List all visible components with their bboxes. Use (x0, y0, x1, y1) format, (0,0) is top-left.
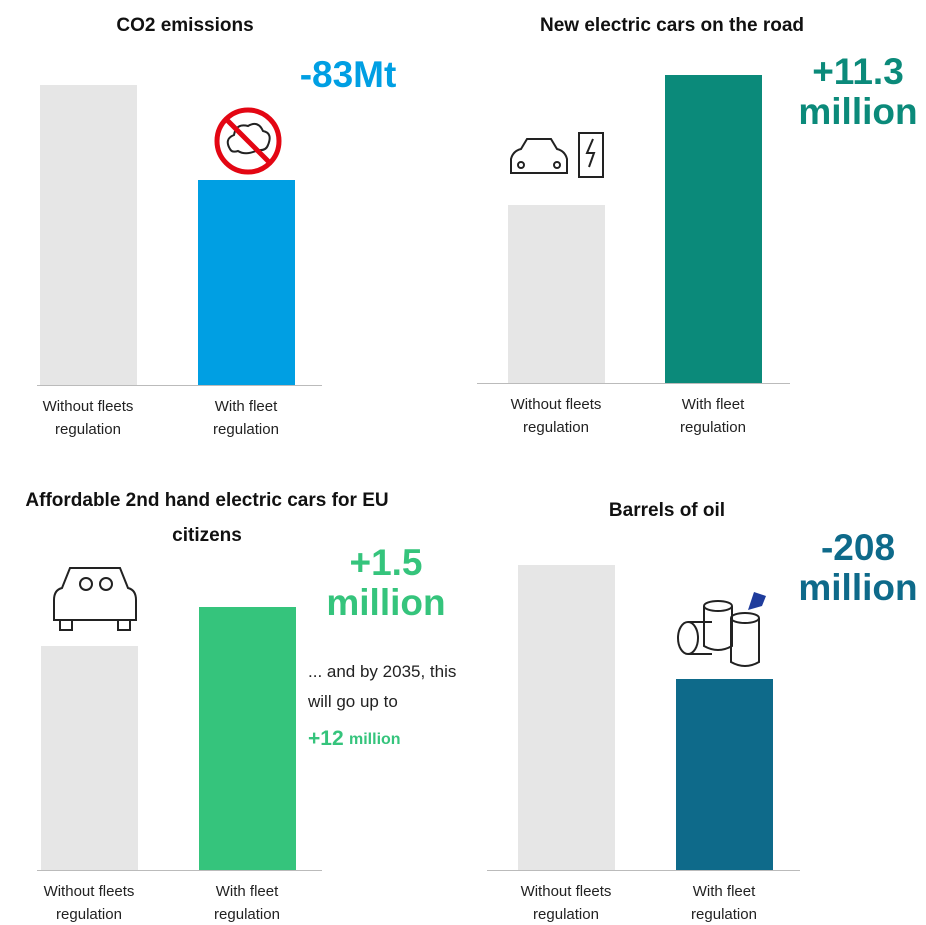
bar (665, 74, 762, 383)
bar (676, 678, 773, 870)
x-tick-label: Without fleets regulation (42, 398, 134, 438)
car-people-icon (53, 567, 137, 631)
annotation: -208 million (798, 527, 918, 608)
x-tick-label: Without fleets regulation (510, 396, 602, 436)
bar (198, 179, 295, 385)
bar (40, 84, 137, 385)
x-tick-label: Without fleets regulation (43, 883, 135, 923)
x-tick-label: With fleet regulation (214, 883, 280, 923)
chart-title: Affordable 2nd hand electric cars for EU… (25, 490, 389, 546)
x-tick-label: With fleet regulation (213, 398, 279, 438)
axis-line (37, 385, 322, 386)
ev-charging-icon (510, 132, 604, 178)
bar (508, 204, 605, 383)
chart-title: CO2 emissions (116, 15, 254, 36)
no-co2-icon (214, 107, 282, 175)
note-value: +12 (308, 727, 344, 750)
axis-line (487, 870, 800, 871)
bar (518, 564, 615, 870)
axis-line (37, 870, 322, 871)
annotation: +11.3 million (798, 51, 918, 132)
x-tick-label: With fleet regulation (680, 396, 746, 436)
oil-barrels-icon (677, 592, 766, 667)
annotation: +1.5 million (326, 542, 446, 623)
chart-title: New electric cars on the road (540, 15, 804, 36)
annotation: -83Mt (299, 54, 397, 95)
x-tick-label: With fleet regulation (691, 883, 757, 923)
axis-line (477, 383, 790, 384)
note-unit: million (349, 731, 401, 748)
bar (41, 646, 138, 870)
bar (199, 606, 296, 870)
x-tick-label: Without fleets regulation (520, 883, 612, 923)
note: ... and by 2035, this will go up to (308, 662, 457, 711)
chart-title: Barrels of oil (608, 500, 726, 521)
